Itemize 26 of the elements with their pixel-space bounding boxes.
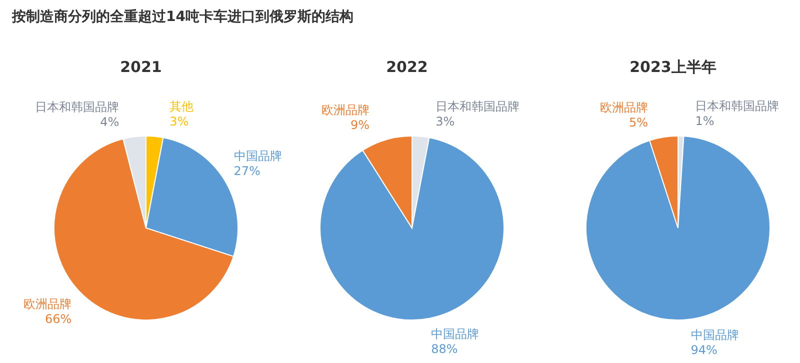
data-label: 66% [44, 312, 72, 326]
slice-label: 欧洲品牌 [322, 103, 370, 118]
chart-title: 2021 [119, 58, 163, 76]
slice-label: 日本和韩国品牌 [35, 100, 120, 114]
pie-slice [320, 137, 504, 320]
slice-label: 中国品牌 [234, 149, 282, 164]
data-label: 27% [234, 164, 260, 178]
slice-label: 中国品牌 [431, 327, 480, 342]
slice-label: 日本和韩国品牌 [695, 99, 780, 114]
data-label: 3% [436, 114, 455, 128]
data-label: 5% [628, 115, 648, 130]
chart-title: 2022 [385, 58, 429, 76]
slice-label: 欧洲品牌 [24, 296, 72, 311]
data-label: 4% [100, 114, 120, 129]
slice-label: 日本和韩国品牌 [436, 99, 520, 114]
data-label: 1% [695, 114, 714, 128]
slice-label: 其他 [170, 99, 194, 114]
pie-slice [586, 136, 770, 320]
data-label: 88% [431, 342, 458, 356]
data-label: 3% [170, 114, 189, 128]
chart-title: 2023上半年 [628, 58, 718, 77]
data-label: 9% [350, 118, 370, 132]
text: 按制造商分列的全重超过14吨卡车进口到俄罗斯的结构 [12, 8, 354, 26]
slice-label: 中国品牌 [690, 328, 739, 342]
data-label: 94% [690, 343, 718, 358]
slice-label: 欧洲品牌 [600, 100, 648, 114]
